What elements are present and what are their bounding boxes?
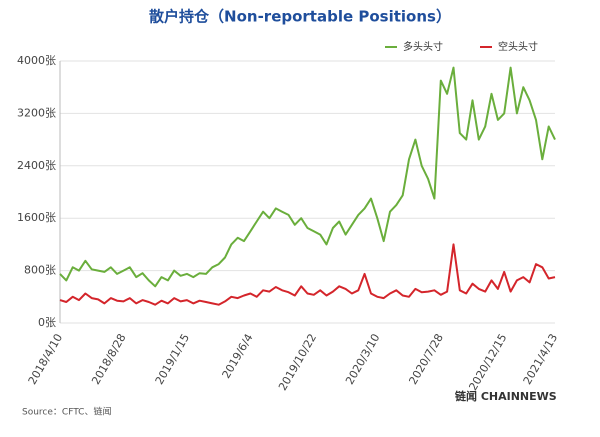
x-tick-label: 2021/4/13 — [521, 332, 560, 387]
source: Source：CFTC、链闻 — [22, 406, 111, 418]
x-tick-label: 2018/4/10 — [26, 332, 65, 387]
y-tick-label: 0张 — [38, 316, 56, 329]
y-tick-label: 4000张 — [17, 54, 56, 67]
x-tick-label: 2019/10/22 — [276, 332, 319, 393]
legend-label: 多头头寸 — [403, 40, 443, 53]
x-tick-label: 2020/7/28 — [407, 332, 446, 387]
brand: 链闻 CHAINNEWS — [455, 389, 557, 403]
legend-label: 空头头寸 — [498, 40, 538, 53]
y-tick-label: 800张 — [24, 264, 56, 277]
y-tick-label: 2400张 — [17, 159, 56, 172]
x-tick-label: 2018/8/28 — [89, 332, 128, 387]
y-tick-label: 1600张 — [17, 211, 56, 224]
x-tick-label: 2019/6/4 — [220, 332, 256, 381]
x-tick-label: 2019/1/15 — [153, 332, 192, 387]
y-tick-label: 3200张 — [17, 106, 56, 119]
x-tick-label: 2020/3/10 — [343, 332, 382, 387]
data-line — [59, 243, 556, 306]
data-line — [59, 66, 556, 288]
x-tick-label: 2020/12/15 — [466, 332, 509, 393]
chart-title: 散户持仓（Non-reportable Positions） — [149, 8, 451, 26]
